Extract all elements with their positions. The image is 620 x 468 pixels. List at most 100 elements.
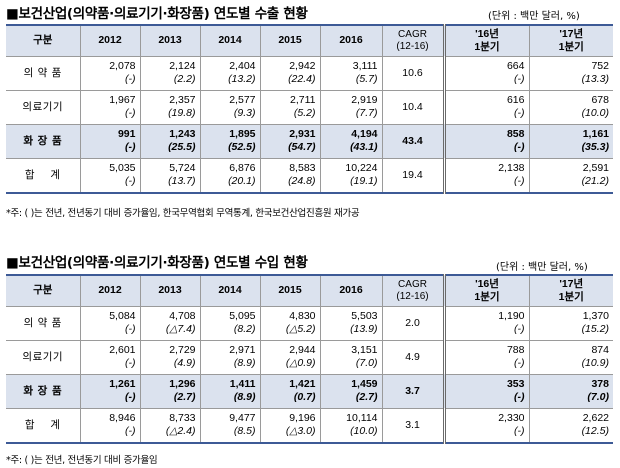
cell-2014: 2,971 (8.9) [199, 339, 261, 375]
cell-cagr: 19.4 [381, 157, 445, 194]
cell-2015: 8,583 (24.8) [259, 157, 321, 194]
import-row-total: 합 계 8,946 (-) 8,733 (△2.4) 9,477 (8.5) 9,19… [6, 407, 613, 444]
row-label: 의 약 품 [6, 305, 81, 341]
cell-2013: 5,724 (13.7) [139, 157, 201, 194]
export-table: 구분 2012 2013 2014 2015 2016 CAGR (12-16) … [6, 24, 613, 194]
cell-q17: 752 (13.3) [528, 55, 613, 91]
cell-2012: 2,601 (-) [79, 339, 141, 375]
cell-2015: 2,931 (54.7) [259, 123, 321, 159]
cell-2015: 4,830 (△5.2) [259, 305, 321, 341]
export-row-devices: 의료기기 1,967 (-) 2,357 (19.8) 2,577 (9.3) 2,7… [6, 89, 613, 125]
cell-2014: 9,477 (8.5) [199, 407, 261, 444]
export-header-q16: '16년 1분기 [442, 24, 530, 57]
row-label: 화 장 품 [6, 373, 81, 409]
import-row-devices: 의료기기 2,601 (-) 2,729 (4.9) 2,971 (8.9) 2,94… [6, 339, 613, 375]
cell-2012: 1,261 (-) [79, 373, 141, 409]
cell-2016: 3,151 (7.0) [319, 339, 383, 375]
cell-2012: 8,946 (-) [79, 407, 141, 444]
export-unit-label: (단위 : 백만 달러, %) [488, 11, 580, 22]
import-header-q17: '17년 1분기 [528, 274, 613, 307]
cell-2013: 2,124 (2.2) [139, 55, 201, 91]
cell-q16: 788 (-) [442, 339, 530, 375]
import-section-title: ■보건산업(의약품·의료기기·화장품) 연도별 수입 현황 [6, 255, 308, 271]
row-label: 합 계 [6, 157, 81, 194]
cell-q17: 1,370 (15.2) [528, 305, 613, 341]
cell-cagr: 4.9 [381, 339, 445, 375]
export-header-q17: '17년 1분기 [528, 24, 613, 57]
cell-q16: 664 (-) [442, 55, 530, 91]
export-row-cosmetics: 화 장 품 991 (-) 1,243 (25.5) 1,895 (52.5) 2,9… [6, 123, 613, 159]
row-label: 합 계 [6, 407, 81, 444]
row-label: 의료기기 [6, 339, 81, 375]
cell-q17: 378 (7.0) [528, 373, 613, 409]
import-header-2015: 2015 [259, 274, 321, 307]
cell-2015: 2,942 (22.4) [259, 55, 321, 91]
cell-2013: 1,296 (2.7) [139, 373, 201, 409]
cell-2012: 991 (-) [79, 123, 141, 159]
export-note: *주: ( )는 전년, 전년동기 대비 증가율임, 한국무역협회 무역통계, … [6, 208, 360, 219]
cell-q16: 2,330 (-) [442, 407, 530, 444]
cell-q16: 2,138 (-) [442, 157, 530, 194]
import-header-label: 구분 [6, 274, 81, 307]
import-header-cagr: CAGR (12-16) [381, 274, 445, 307]
cell-q16: 858 (-) [442, 123, 530, 159]
export-header-2013: 2013 [139, 24, 201, 57]
cell-q16: 353 (-) [442, 373, 530, 409]
cell-2016: 3,111 (5.7) [319, 55, 383, 91]
cell-q16: 1,190 (-) [442, 305, 530, 341]
row-label: 의 약 품 [6, 55, 81, 91]
export-section-title: ■보건산업(의약품·의료기기·화장품) 연도별 수출 현황 [6, 6, 308, 22]
cell-q16: 616 (-) [442, 89, 530, 125]
cell-2015: 9,196 (△3.0) [259, 407, 321, 444]
export-header-row: 구분 2012 2013 2014 2015 2016 CAGR (12-16) … [6, 24, 613, 57]
cell-2013: 1,243 (25.5) [139, 123, 201, 159]
cell-2015: 1,421 (0.7) [259, 373, 321, 409]
cell-2012: 1,967 (-) [79, 89, 141, 125]
cell-cagr: 2.0 [381, 305, 445, 341]
cell-cagr: 3.1 [381, 407, 445, 444]
cell-2014: 2,404 (13.2) [199, 55, 261, 91]
cell-2015: 2,711 (5.2) [259, 89, 321, 125]
cell-2014: 1,411 (8.9) [199, 373, 261, 409]
export-header-cagr: CAGR (12-16) [381, 24, 445, 57]
import-header-q16: '16년 1분기 [442, 274, 530, 307]
import-table: 구분 2012 2013 2014 2015 2016 CAGR (12-16) … [6, 274, 613, 444]
cell-2013: 2,729 (4.9) [139, 339, 201, 375]
import-unit-label: (단위 : 백만 달러, %) [496, 262, 588, 273]
import-header-2013: 2013 [139, 274, 201, 307]
export-row-total: 합 계 5,035 (-) 5,724 (13.7) 6,876 (20.1) 8,5… [6, 157, 613, 194]
import-note: *주: ( )는 전년, 전년동기 대비 증가율임 [6, 455, 158, 466]
export-header-2014: 2014 [199, 24, 261, 57]
cell-2016: 5,503 (13.9) [319, 305, 383, 341]
cell-cagr: 10.4 [381, 89, 445, 125]
cell-2016: 2,919 (7.7) [319, 89, 383, 125]
cell-2014: 5,095 (8.2) [199, 305, 261, 341]
cell-2012: 2,078 (-) [79, 55, 141, 91]
cell-2012: 5,084 (-) [79, 305, 141, 341]
cell-2016: 4,194 (43.1) [319, 123, 383, 159]
import-header-2012: 2012 [79, 274, 141, 307]
cell-2015: 2,944 (△0.9) [259, 339, 321, 375]
cell-2014: 6,876 (20.1) [199, 157, 261, 194]
cell-2014: 1,895 (52.5) [199, 123, 261, 159]
cell-q17: 678 (10.0) [528, 89, 613, 125]
cell-cagr: 3.7 [381, 373, 445, 409]
import-row-pharma: 의 약 품 5,084 (-) 4,708 (△7.4) 5,095 (8.2) 4,… [6, 305, 613, 341]
cell-2016: 10,224 (19.1) [319, 157, 383, 194]
export-header-2012: 2012 [79, 24, 141, 57]
cell-2012: 5,035 (-) [79, 157, 141, 194]
cell-cagr: 43.4 [381, 123, 445, 159]
import-row-cosmetics: 화 장 품 1,261 (-) 1,296 (2.7) 1,411 (8.9) 1,4… [6, 373, 613, 409]
import-header-2014: 2014 [199, 274, 261, 307]
cell-q17: 2,622 (12.5) [528, 407, 613, 444]
export-header-2016: 2016 [319, 24, 383, 57]
export-header-label: 구분 [6, 24, 81, 57]
cell-q17: 874 (10.9) [528, 339, 613, 375]
cell-2013: 2,357 (19.8) [139, 89, 201, 125]
cell-2013: 4,708 (△7.4) [139, 305, 201, 341]
cell-q17: 2,591 (21.2) [528, 157, 613, 194]
cell-2013: 8,733 (△2.4) [139, 407, 201, 444]
cell-q17: 1,161 (35.3) [528, 123, 613, 159]
row-label: 의료기기 [6, 89, 81, 125]
cell-2016: 10,114 (10.0) [319, 407, 383, 444]
